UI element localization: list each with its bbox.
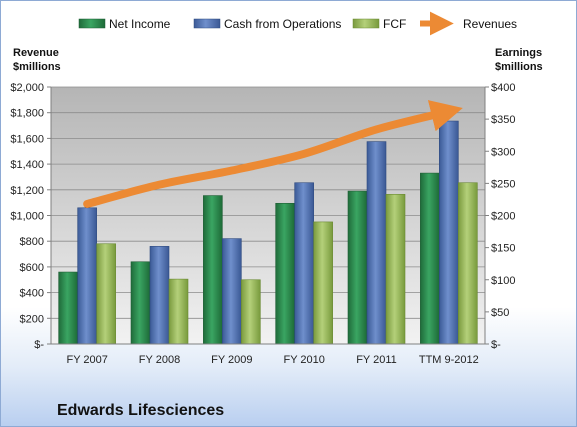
revenue-point-fy-2011: [376, 128, 377, 130]
bar-net-income-fy-2010: [275, 202, 295, 345]
bar-net-income-fy-2009: [203, 195, 223, 345]
revenue-line-group: [83, 100, 463, 208]
bar-cash-from-operations-fy-2008: [149, 246, 170, 345]
left-axis-ticks: $- $200 $400 $600 $800 $1,000 $1,200 $1,400 $1,6…: [10, 82, 51, 351]
legend-swatch-net-income: [78, 18, 106, 29]
left-tick-label: $1,400: [10, 159, 44, 171]
legend-label-revenues: Revenues: [463, 17, 517, 31]
revenue-point-ttm-9-2012: [448, 110, 450, 112]
bar-cash-from-operations-fy-2011: [366, 141, 387, 345]
left-tick-label: $1,000: [10, 211, 44, 223]
bar-cash-from-operations-ttm-9-2012: [439, 120, 459, 345]
revenue-point-fy-2007: [86, 203, 88, 205]
legend-swatch-fcf: [352, 18, 380, 29]
revenue-line: [83, 100, 463, 208]
chart-title: Edwards Lifesciences: [57, 402, 224, 419]
left-tick-label: $1,600: [10, 133, 44, 145]
revenue-point-fy-2010: [303, 153, 305, 155]
bar-net-income-fy-2007: [58, 271, 78, 345]
bar-fcf-fy-2011: [385, 193, 406, 345]
bar-cash-from-operations-fy-2007: [77, 207, 97, 345]
category-label-ttm-9-2012: TTM 9-2012: [419, 354, 479, 366]
right-tick-label: $250: [491, 178, 515, 190]
category-label-fy-2008: FY 2008: [139, 354, 180, 366]
left-tick-label: $400: [20, 288, 44, 300]
category-label-fy-2011: FY 2011: [356, 354, 397, 366]
left-tick-label: $800: [20, 236, 44, 248]
right-tick-label: $300: [491, 146, 515, 158]
left-tick-label: $600: [20, 262, 44, 274]
left-tick-label: $1,800: [10, 108, 44, 120]
left-tick-label: $-: [34, 339, 44, 351]
right-tick-label: $50: [491, 307, 509, 319]
right-tick-label: $100: [491, 275, 515, 287]
category-label-fy-2009: FY 2009: [211, 354, 252, 366]
legend-label-fcf: FCF: [383, 17, 406, 31]
bar-fcf-ttm-9-2012: [458, 182, 478, 345]
revenue-point-fy-2008: [159, 184, 160, 186]
bar-fcf-fy-2010: [313, 221, 333, 345]
bar-net-income-fy-2011: [347, 190, 368, 345]
category-labels: FY 2007 FY 2008 FY 2009 FY 2010 FY 2011 TTM 9…: [66, 354, 478, 366]
bar-cash-from-operations-fy-2010: [294, 182, 314, 345]
left-tick-label: $1,200: [10, 185, 44, 197]
left-axis-title-line2: $millions: [13, 61, 61, 73]
category-label-fy-2007: FY 2007: [66, 354, 107, 366]
left-axis-title-line1: Revenue: [13, 47, 59, 59]
revenue-point-fy-2009: [231, 170, 233, 172]
bar-fcf-fy-2008: [168, 278, 189, 345]
right-tick-label: $-: [491, 339, 501, 351]
chart-legend: Net Income Cash from Operations FCF Reve…: [78, 11, 517, 36]
left-tick-label: $2,000: [10, 82, 44, 94]
left-tick-label: $200: [20, 313, 44, 325]
right-tick-label: $200: [491, 211, 515, 223]
gridlines: [51, 86, 485, 319]
bar-fcf-fy-2009: [241, 279, 261, 345]
right-axis-title-line1: Earnings: [495, 47, 542, 59]
category-label-fy-2010: FY 2010: [283, 354, 324, 366]
bar-net-income-fy-2008: [130, 261, 151, 345]
legend-label-cash-from-operations: Cash from Operations: [224, 17, 341, 31]
right-tick-label: $150: [491, 243, 515, 255]
right-tick-label: $350: [491, 114, 515, 126]
right-axis-title-line2: $millions: [495, 61, 543, 73]
bar-cash-from-operations-fy-2009: [222, 238, 242, 345]
legend-label-net-income: Net Income: [109, 17, 171, 31]
legend-swatch-cash-from-operations: [193, 18, 221, 29]
right-axis-ticks: $- $50 $100 $150 $200 $250 $300 $350 $400: [485, 82, 515, 351]
bar-net-income-ttm-9-2012: [420, 172, 440, 345]
bar-fcf-fy-2007: [96, 243, 116, 345]
right-tick-label: $400: [491, 82, 515, 94]
